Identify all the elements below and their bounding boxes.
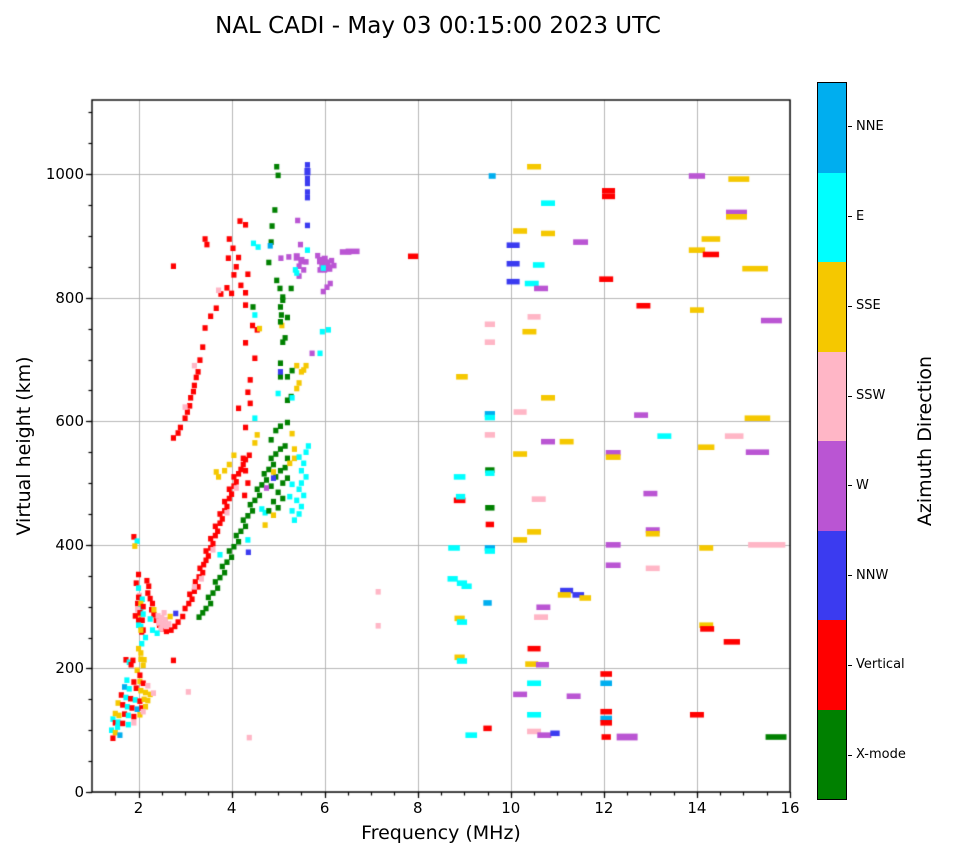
colorbar-tick (848, 754, 852, 756)
colorbar-axis-label: Azimuth Direction (914, 355, 936, 527)
colorbar-segment-nne (818, 83, 846, 173)
y-tick-800: 800 (55, 288, 84, 307)
colorbar-tick (848, 126, 852, 128)
x-axis-label: Frequency (MHz) (361, 822, 521, 844)
colorbar-tick (848, 216, 852, 218)
y-tick-1000: 1000 (45, 165, 84, 184)
x-tick-14: 14 (687, 799, 707, 817)
colorbar-label-x-mode: X-mode (856, 747, 906, 763)
colorbar-segment-w (818, 441, 846, 531)
y-tick-200: 200 (55, 659, 84, 678)
y-tick-400: 400 (55, 535, 84, 554)
x-tick-8: 8 (412, 799, 423, 817)
colorbar-segment-x-mode (818, 709, 846, 799)
x-tick-2: 2 (133, 799, 144, 817)
y-axis-label: Virtual height (km) (13, 356, 35, 536)
y-tick-0: 0 (74, 783, 84, 801)
colorbar-segment-nnw (818, 530, 846, 620)
colorbar-label-nnw: NNW (856, 567, 889, 583)
colorbar-tick (848, 485, 852, 487)
x-tick-4: 4 (226, 799, 237, 817)
colorbar-segment-ssw (818, 351, 846, 441)
azimuth-colorbar (817, 82, 847, 800)
colorbar-segment-vertical (818, 620, 846, 710)
colorbar-tick (848, 395, 852, 397)
x-tick-6: 6 (319, 799, 330, 817)
y-tick-600: 600 (55, 412, 84, 431)
colorbar-label-ssw: SSW (856, 388, 886, 404)
colorbar-tick (848, 575, 852, 577)
x-tick-10: 10 (501, 799, 521, 817)
chart-title: NAL CADI - May 03 00:15:00 2023 UTC (215, 13, 661, 39)
colorbar-segment-sse (818, 262, 846, 352)
colorbar-tick (848, 305, 852, 307)
colorbar-label-nne: NNE (856, 118, 884, 134)
colorbar-label-sse: SSE (856, 298, 881, 314)
x-tick-16: 16 (780, 799, 800, 817)
colorbar-label-vertical: Vertical (856, 657, 905, 673)
colorbar-segment-e (818, 172, 846, 262)
colorbar-label-e: E (856, 208, 865, 224)
colorbar-tick (848, 664, 852, 666)
colorbar-label-w: W (856, 477, 869, 493)
x-tick-12: 12 (594, 799, 614, 817)
